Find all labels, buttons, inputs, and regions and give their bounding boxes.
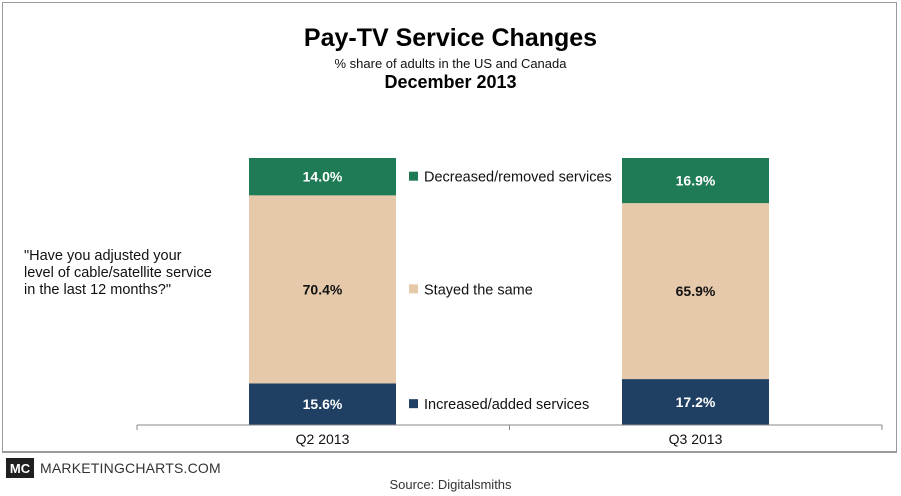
x-tick-label: Q2 2013 [296, 431, 350, 447]
data-label: 65.9% [676, 283, 716, 299]
legend-swatch [409, 171, 418, 181]
x-tick-label: Q3 2013 [669, 431, 723, 447]
bar-segment [249, 195, 396, 384]
brand: MC MARKETINGCHARTS.COM [6, 458, 221, 478]
chart-subtitle: % share of adults in the US and Canada [334, 56, 567, 71]
data-label: 17.2% [676, 394, 716, 410]
bar-segment [622, 158, 769, 204]
source-note: Source: Digitalsmiths [389, 477, 512, 492]
chart-date: December 2013 [384, 72, 517, 92]
legend-label: Decreased/removed services [424, 170, 612, 186]
bar-segment [622, 379, 769, 425]
survey-question: "Have you adjusted your level of cable/s… [24, 248, 212, 298]
brand-name: MARKETINGCHARTS.COM [40, 460, 221, 476]
legend-label: Stayed the same [424, 282, 533, 298]
bar-segment [622, 203, 769, 380]
bar-segment [249, 383, 396, 425]
bar-segment [249, 158, 396, 196]
chart-title: Pay-TV Service Changes [303, 24, 598, 52]
data-label: 15.6% [303, 396, 343, 412]
legend-swatch [409, 284, 418, 294]
legend-label: Increased/added services [424, 397, 589, 413]
stacked-bar-chart: 15.6% 70.4% 14.0% 17.2% 65.9% 16.9% Q2 2013 Q3 … [136, 158, 883, 447]
data-label: 16.9% [676, 173, 716, 189]
data-label: 14.0% [303, 169, 343, 185]
legend-swatch [409, 399, 418, 409]
data-label: 70.4% [303, 281, 343, 297]
footer-divider [2, 452, 897, 453]
marketingcharts-logo: MC [6, 458, 34, 478]
